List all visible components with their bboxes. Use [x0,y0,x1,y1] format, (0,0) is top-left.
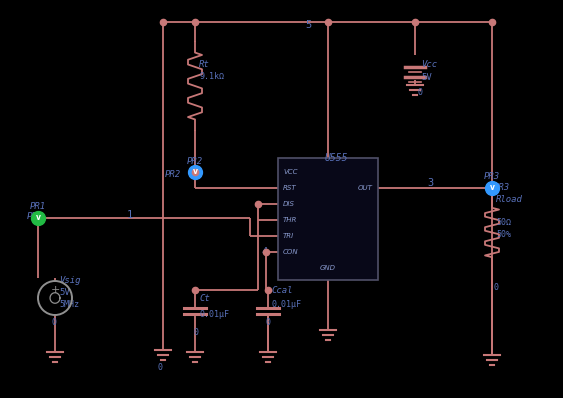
Text: 5V: 5V [421,73,432,82]
Text: 0: 0 [494,283,499,292]
Text: Vcc: Vcc [421,60,437,69]
Text: 3: 3 [427,178,433,188]
Text: 0: 0 [417,88,422,97]
Text: +: + [50,285,60,295]
Text: TRI: TRI [283,233,294,239]
Text: 5: 5 [305,20,311,30]
Text: PR2: PR2 [165,170,181,179]
Text: v: v [35,213,41,222]
Text: 0: 0 [52,318,57,327]
Text: PR1: PR1 [27,212,43,221]
Text: v: v [193,168,198,176]
Text: 0.01μF: 0.01μF [199,310,229,319]
Text: v: v [489,183,494,193]
Text: 0.01μF: 0.01μF [272,300,302,309]
Text: PR3: PR3 [484,172,500,181]
Text: 4: 4 [262,247,268,257]
Text: 50Ω: 50Ω [496,218,511,227]
Text: Ct: Ct [199,294,210,303]
Text: Rload: Rload [496,195,523,204]
Text: PR2: PR2 [187,157,203,166]
Text: Ccal: Ccal [272,286,293,295]
Text: 0: 0 [158,363,163,372]
Text: 5MHz: 5MHz [59,300,79,309]
Text: 0: 0 [193,328,198,337]
Text: DIS: DIS [283,201,295,207]
Text: OUT: OUT [358,185,373,191]
Text: 5V: 5V [59,288,70,297]
Text: U555: U555 [324,153,348,163]
Text: PR3: PR3 [494,183,510,192]
Text: CON: CON [283,249,298,255]
Text: 0: 0 [266,318,271,327]
Bar [278,158,378,280]
Text: 1: 1 [127,210,133,220]
Text: PR1: PR1 [30,202,46,211]
Text: RST: RST [283,185,297,191]
Text: 9.1kΩ: 9.1kΩ [199,72,224,81]
Text: VCC: VCC [283,169,297,175]
Text: Vsig: Vsig [59,276,81,285]
Text: 50%: 50% [496,230,511,239]
Text: Rt: Rt [199,60,210,69]
Text: GND: GND [320,265,336,271]
Text: THR: THR [283,217,297,223]
